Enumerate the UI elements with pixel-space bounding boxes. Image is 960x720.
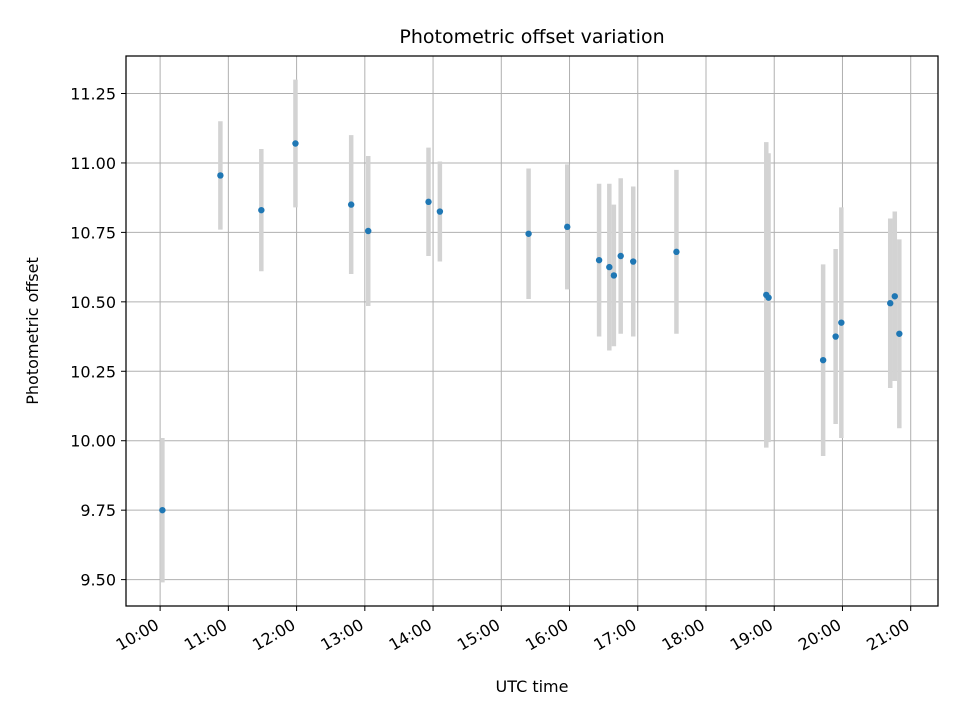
data-point xyxy=(896,330,903,337)
plot-frame xyxy=(125,55,939,607)
data-point xyxy=(595,256,603,264)
data-point xyxy=(610,272,618,279)
data-point xyxy=(525,230,532,237)
y-tick-label: 10.50 xyxy=(70,293,116,312)
data-point xyxy=(159,506,166,514)
data-point xyxy=(838,319,845,326)
data-point xyxy=(347,201,355,208)
y-tick-label: 9.50 xyxy=(80,571,116,590)
data-points xyxy=(159,140,903,514)
data-point xyxy=(258,206,265,214)
data-point xyxy=(365,227,372,235)
x-axis-title: UTC time xyxy=(496,677,569,696)
y-tick-label: 11.00 xyxy=(70,154,116,173)
chart-title: Photometric offset variation xyxy=(399,26,664,48)
data-point xyxy=(292,140,299,147)
data-point xyxy=(819,356,827,364)
y-tick-label: 10.00 xyxy=(70,432,116,451)
data-point xyxy=(425,198,432,206)
data-point xyxy=(217,172,224,179)
data-point xyxy=(765,294,772,301)
data-point xyxy=(436,208,444,215)
data-point xyxy=(564,223,571,231)
grid xyxy=(126,56,938,606)
data-point xyxy=(617,252,624,260)
y-tick-label: 10.75 xyxy=(70,223,116,242)
y-tick-label: 11.25 xyxy=(70,85,116,104)
data-point xyxy=(606,263,613,271)
y-axis-title: Photometric offset xyxy=(23,257,42,405)
y-tick-label: 10.25 xyxy=(70,362,116,381)
data-point xyxy=(673,248,680,256)
data-point xyxy=(832,333,839,340)
data-point xyxy=(887,300,894,307)
data-point xyxy=(630,258,637,265)
y-tick-label: 9.75 xyxy=(80,501,116,520)
y-axis: 9.50 9.75 10.00 10.25 10.50 10.75 11.00 11.25 xyxy=(70,85,126,590)
data-point xyxy=(891,293,898,300)
